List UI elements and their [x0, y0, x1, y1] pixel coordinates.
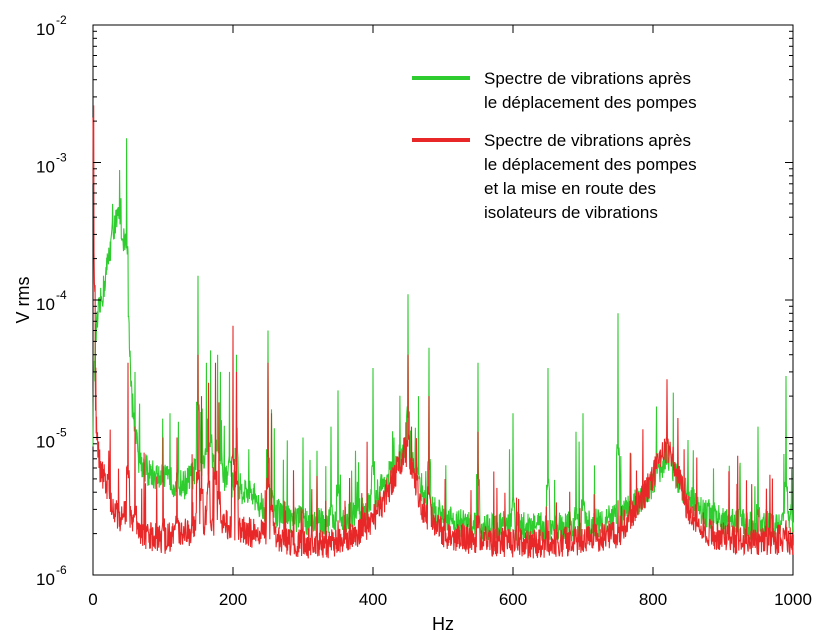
x-tick-label: 200 [219, 590, 247, 609]
x-tick-label: 400 [359, 590, 387, 609]
legend: Spectre de vibrations après le déplacemen… [412, 69, 697, 222]
y-tick-exponent: -2 [56, 13, 67, 27]
y-tick-label: 10 [36, 433, 55, 452]
x-tick-label: 1000 [774, 590, 812, 609]
legend-label-2: et la mise en route des [484, 179, 656, 198]
y-tick-label: 10 [36, 295, 55, 314]
x-tick-label: 800 [639, 590, 667, 609]
y-tick-label: 10 [36, 20, 55, 39]
y-tick-exponent: -5 [56, 426, 67, 440]
series-line-2 [92, 105, 794, 559]
legend-label-2: le déplacement des pompes [484, 155, 697, 174]
series-line-1 [92, 138, 794, 543]
x-tick-label: 0 [88, 590, 97, 609]
legend-label-2: isolateurs de vibrations [484, 203, 658, 222]
y-tick-label: 10 [36, 570, 55, 589]
y-axis-title: V rms [13, 277, 33, 324]
legend-label-1: le déplacement des pompes [484, 93, 697, 112]
legend-label-1: Spectre de vibrations après [484, 69, 691, 88]
x-axis-title: Hz [432, 614, 454, 634]
x-tick-label: 600 [499, 590, 527, 609]
y-tick-exponent: -4 [56, 288, 67, 302]
y-tick-exponent: -6 [56, 563, 67, 577]
legend-label-2: Spectre de vibrations après [484, 131, 691, 150]
y-tick-exponent: -3 [56, 151, 67, 165]
series-layer [92, 105, 794, 559]
y-tick-label: 10 [36, 158, 55, 177]
